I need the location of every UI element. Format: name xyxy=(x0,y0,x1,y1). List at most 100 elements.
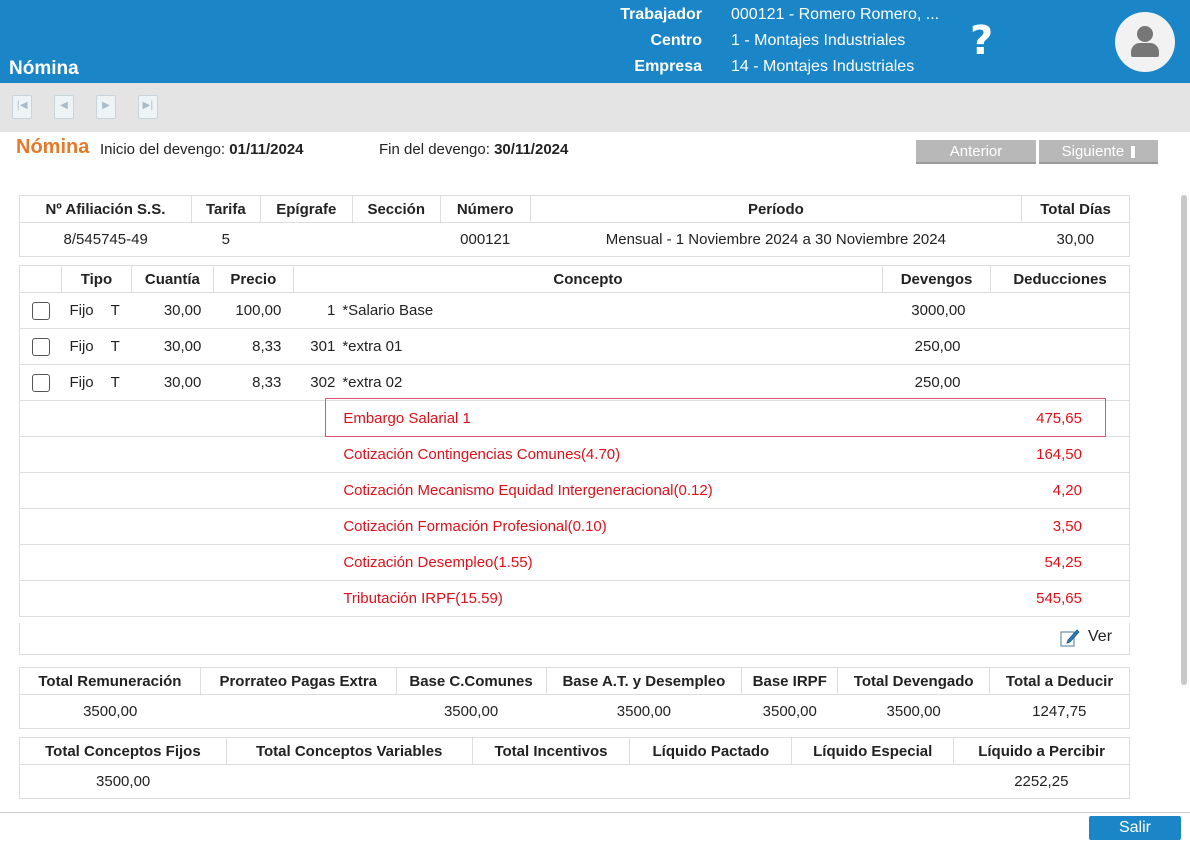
row-checkbox[interactable] xyxy=(31,373,50,392)
avatar-body xyxy=(1131,43,1159,57)
inicio-devengo: Inicio del devengo: 01/11/2024 xyxy=(100,141,304,158)
table-cell: 5 xyxy=(191,222,261,257)
column-header: Base C.Comunes xyxy=(395,667,547,695)
precio-cell: 8,33 xyxy=(213,328,294,365)
cuantia-cell: 30,00 xyxy=(131,364,214,401)
concepts-table: Tipo Cuantía Precio Concepto Devengos De… xyxy=(19,265,1130,617)
first-record-icon[interactable]: |◀ xyxy=(12,95,32,119)
column-header: Total Conceptos Variables xyxy=(225,737,473,765)
ver-button[interactable]: Ver xyxy=(1060,627,1112,647)
tipo-cell: Fijo T xyxy=(61,328,132,365)
siguiente-label: Siguiente xyxy=(1061,143,1125,160)
deduction-row[interactable]: Tributación IRPF(15.59) 545,65 xyxy=(19,580,1130,617)
deduction-row[interactable]: Cotización Mecanismo Equidad Intergenera… xyxy=(19,472,1130,509)
user-avatar[interactable] xyxy=(1115,12,1175,72)
column-header: Sección xyxy=(351,195,441,223)
deduction-row[interactable]: Cotización Contingencias Comunes(4.70) 1… xyxy=(19,436,1130,473)
table-cell: 3500,00 xyxy=(616,703,672,720)
table-cell: 8/545745-49 xyxy=(19,222,192,257)
devengos-cell: 3000,00 xyxy=(882,292,991,329)
column-header: Nº Afiliación S.S. xyxy=(19,195,192,223)
table-row[interactable]: Fijo T 30,00 100,00 1 *Salario Base 3000,0… xyxy=(19,292,1130,329)
column-header: Líquido a Percibir xyxy=(953,737,1130,765)
column-header: Base IRPF xyxy=(741,667,839,695)
concepto-cell: 301 *extra 01 xyxy=(293,328,883,365)
vertical-scrollbar[interactable] xyxy=(1180,190,1188,790)
concept-code: 1 xyxy=(326,302,336,319)
empresa-value: 14 - Montajes Industriales xyxy=(731,58,915,75)
table-row[interactable]: Fijo T 30,00 8,33 302 *extra 02 250,00 xyxy=(19,364,1130,401)
table-row: 3500,00 2252,25 xyxy=(20,765,1130,799)
table-cell: 3500,00 xyxy=(83,703,138,720)
column-header xyxy=(19,265,62,293)
deducciones-cell xyxy=(990,364,1130,401)
devengos-cell: 250,00 xyxy=(882,364,991,401)
salir-button[interactable]: Salir xyxy=(1089,816,1181,840)
table-cell xyxy=(200,695,396,729)
table-cell: 3500,00 xyxy=(96,773,151,790)
column-header: Epígrafe xyxy=(259,195,353,223)
deduction-concept: Cotización Contingencias Comunes(4.70) xyxy=(293,436,883,473)
previous-record-icon[interactable]: ◀ xyxy=(54,95,74,119)
deduction-concept: Cotización Desempleo(1.55) xyxy=(293,544,883,581)
column-header: Tarifa xyxy=(190,195,261,223)
table-cell xyxy=(630,765,792,799)
deduction-row[interactable]: Cotización Desempleo(1.55) 54,25 xyxy=(19,544,1130,581)
deduction-amount: 4,20 xyxy=(990,472,1130,509)
trabajador-label: Trabajador xyxy=(620,6,702,23)
column-header: Precio xyxy=(212,265,294,293)
column-header: Concepto xyxy=(292,265,884,293)
table-row[interactable]: Fijo T 30,00 8,33 301 *extra 01 250,00 xyxy=(19,328,1130,365)
t-value: T xyxy=(110,374,120,391)
concept-name: *extra 01 xyxy=(342,338,403,355)
column-header: Total Devengado xyxy=(837,667,991,695)
concepto-cell: 302 *extra 02 xyxy=(293,364,883,401)
table-header-row: Nº Afiliación S.S. Tarifa Epígrafe Secci… xyxy=(19,195,1130,223)
column-header: Número xyxy=(439,195,531,223)
employee-info-table: Nº Afiliación S.S. Tarifa Epígrafe Secci… xyxy=(19,195,1130,257)
table-row: 3500,00 3500,00 3500,00 3500,00 3500,00 … xyxy=(20,695,1130,729)
concept-code: 301 xyxy=(310,338,336,355)
page-title: Nómina xyxy=(16,136,90,158)
concepto-cell: 1 *Salario Base xyxy=(293,292,883,329)
next-record-icon[interactable]: ▶ xyxy=(96,95,116,119)
deduction-row[interactable]: Cotización Formación Profesional(0.10) 3… xyxy=(19,508,1130,545)
deduction-concept: Embargo Salarial 1 xyxy=(293,400,883,437)
precio-cell: 8,33 xyxy=(213,364,294,401)
tipo-value: Fijo xyxy=(69,338,94,355)
scrollbar-thumb[interactable] xyxy=(1181,195,1187,685)
last-record-icon[interactable]: ▶| xyxy=(138,95,158,119)
anterior-button[interactable]: Anterior xyxy=(916,140,1036,164)
edit-pencil-icon xyxy=(1060,627,1080,647)
deduction-amount: 54,25 xyxy=(990,544,1130,581)
deduction-concept: Cotización Formación Profesional(0.10) xyxy=(293,508,883,545)
deduction-amount: 475,65 xyxy=(990,400,1130,437)
tipo-value: Fijo xyxy=(69,374,94,391)
row-checkbox[interactable] xyxy=(31,337,50,356)
column-header: Líquido Pactado xyxy=(629,737,793,765)
deduction-amount: 164,50 xyxy=(990,436,1130,473)
devengos-cell: 250,00 xyxy=(882,328,991,365)
deducciones-cell xyxy=(990,328,1130,365)
table-cell: 30,00 xyxy=(1021,222,1130,257)
siguiente-marker-icon xyxy=(1131,146,1136,159)
table-row: 8/545745-49 5 000121 Mensual - 1 Noviemb… xyxy=(19,222,1130,257)
tipo-cell: Fijo T xyxy=(61,364,132,401)
top-header: Nómina Trabajador 000121 - Romero Romero… xyxy=(0,0,1190,83)
siguiente-button[interactable]: Siguiente xyxy=(1039,140,1158,164)
trabajador-value: 000121 - Romero Romero, ... xyxy=(731,6,940,23)
footer-divider xyxy=(0,812,1190,813)
deduction-concept: Tributación IRPF(15.59) xyxy=(293,580,883,617)
record-toolbar: |◀ ◀ ▶ ▶| xyxy=(0,83,1190,132)
help-icon[interactable]: ? xyxy=(970,18,994,64)
deduction-amount: 545,65 xyxy=(990,580,1130,617)
deduction-row[interactable]: Embargo Salarial 1 475,65 xyxy=(19,400,1130,437)
column-header: Devengos xyxy=(882,265,992,293)
table-header-row: Total Conceptos Fijos Total Conceptos Va… xyxy=(19,737,1130,765)
table-cell: 000121 xyxy=(440,222,531,257)
row-checkbox[interactable] xyxy=(31,301,50,320)
table-cell xyxy=(792,765,954,799)
table-cell xyxy=(226,765,472,799)
column-header: Período xyxy=(529,195,1023,223)
inicio-label: Inicio del devengo: xyxy=(100,141,226,158)
